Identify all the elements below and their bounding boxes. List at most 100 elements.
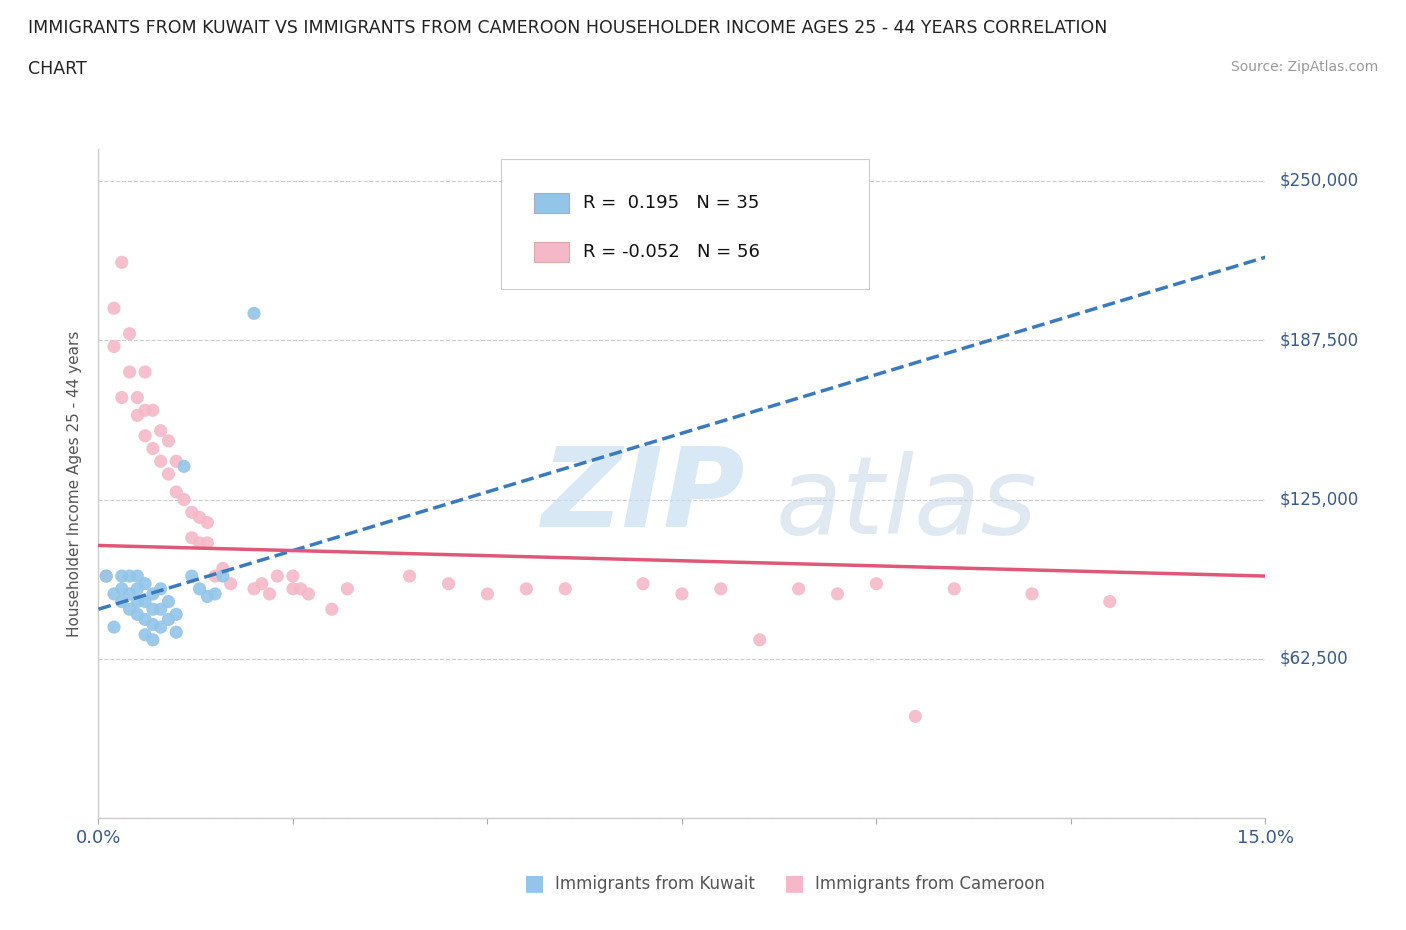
Point [149, 454, 172, 469]
Point [157, 594, 180, 609]
Y-axis label: Householder Income Ages 25 - 44 years: Householder Income Ages 25 - 44 years [67, 330, 83, 637]
Point [134, 577, 156, 591]
Point [321, 602, 343, 617]
Point [142, 403, 165, 418]
Point [173, 458, 195, 473]
Text: IMMIGRANTS FROM KUWAIT VS IMMIGRANTS FROM CAMEROON HOUSEHOLDER INCOME AGES 25 - : IMMIGRANTS FROM KUWAIT VS IMMIGRANTS FRO… [28, 19, 1108, 36]
Point [281, 581, 304, 596]
Point [180, 505, 202, 520]
Text: atlas: atlas [775, 451, 1038, 556]
Point [96, 568, 118, 583]
Point [134, 365, 156, 379]
Point [204, 587, 226, 602]
Point [134, 429, 156, 444]
Point [195, 536, 218, 551]
Point [134, 612, 156, 627]
Text: $187,500: $187,500 [1279, 331, 1358, 349]
Point [212, 561, 235, 576]
Point [157, 612, 180, 627]
Point [243, 306, 266, 321]
Point [266, 568, 288, 583]
Point [134, 628, 156, 643]
Point [748, 632, 770, 647]
Point [398, 568, 420, 583]
Point [188, 510, 211, 525]
Point [111, 255, 134, 270]
Point [142, 587, 165, 602]
Text: Source: ZipAtlas.com: Source: ZipAtlas.com [1230, 60, 1378, 74]
Point [477, 587, 499, 602]
Point [1098, 594, 1121, 609]
Point [554, 581, 576, 596]
Text: ■: ■ [524, 873, 544, 894]
FancyBboxPatch shape [534, 193, 568, 213]
Text: $250,000: $250,000 [1279, 172, 1358, 190]
FancyBboxPatch shape [534, 242, 568, 262]
Text: R =  0.195   N = 35: R = 0.195 N = 35 [582, 194, 759, 212]
Point [127, 568, 149, 583]
Point [149, 581, 172, 596]
Point [96, 568, 118, 583]
Point [165, 454, 187, 469]
Point [165, 607, 187, 622]
Text: ■: ■ [785, 873, 804, 894]
Point [195, 589, 218, 604]
Point [118, 326, 141, 341]
Point [827, 587, 849, 602]
Point [127, 594, 149, 609]
Text: CHART: CHART [28, 60, 87, 78]
Point [127, 581, 149, 596]
Point [710, 581, 733, 596]
Point [219, 577, 242, 591]
Point [134, 403, 156, 418]
Text: $125,000: $125,000 [1279, 490, 1358, 509]
Point [142, 618, 165, 632]
Point [212, 568, 235, 583]
Point [111, 581, 134, 596]
Point [165, 625, 187, 640]
Point [103, 300, 125, 315]
Point [127, 408, 149, 423]
Point [142, 632, 165, 647]
Point [118, 587, 141, 602]
Point [259, 587, 281, 602]
Text: Immigrants from Cameroon: Immigrants from Cameroon [815, 874, 1045, 893]
Point [904, 709, 927, 724]
Point [111, 390, 134, 405]
Point [631, 577, 654, 591]
Point [671, 587, 693, 602]
Point [149, 602, 172, 617]
FancyBboxPatch shape [501, 159, 869, 289]
Point [127, 607, 149, 622]
Text: Immigrants from Kuwait: Immigrants from Kuwait [555, 874, 755, 893]
Point [437, 577, 460, 591]
Point [336, 581, 359, 596]
Point [865, 577, 887, 591]
Point [943, 581, 966, 596]
Point [142, 602, 165, 617]
Point [204, 568, 226, 583]
Point [515, 581, 537, 596]
Point [111, 594, 134, 609]
Point [118, 602, 141, 617]
Point [118, 365, 141, 379]
Point [103, 339, 125, 354]
Point [180, 530, 202, 545]
Point [142, 441, 165, 456]
Point [195, 515, 218, 530]
Point [103, 619, 125, 634]
Point [103, 587, 125, 602]
Point [118, 568, 141, 583]
Point [134, 594, 156, 609]
Point [297, 587, 319, 602]
Point [1021, 587, 1043, 602]
Point [173, 492, 195, 507]
Text: $62,500: $62,500 [1279, 650, 1348, 668]
Point [250, 577, 273, 591]
Point [111, 568, 134, 583]
Point [787, 581, 810, 596]
Point [165, 485, 187, 499]
Point [127, 390, 149, 405]
Point [243, 581, 266, 596]
Point [149, 619, 172, 634]
